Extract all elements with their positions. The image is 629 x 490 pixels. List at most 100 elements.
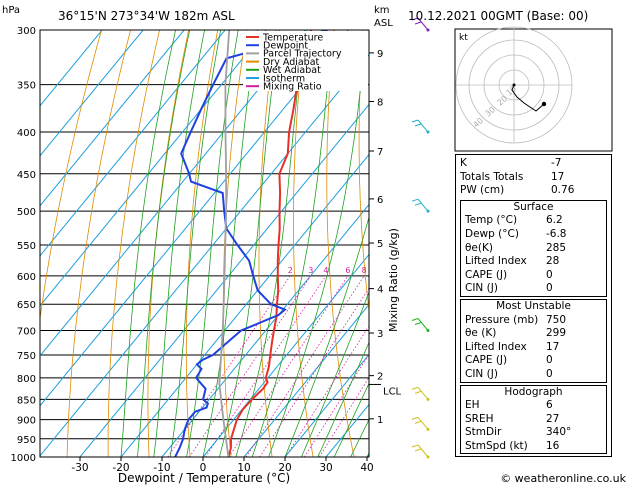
index-label: CAPE (J) <box>465 269 507 283</box>
index-value: 299 <box>546 327 602 341</box>
wind-barb-flag <box>412 319 418 321</box>
dry-adiabat-line <box>148 30 189 457</box>
index-row: PW (cm)0.76 <box>456 184 611 198</box>
hodograph-frame <box>455 29 612 151</box>
pressure-tick-label: 750 <box>17 351 36 362</box>
wet-adiabat-line <box>236 30 305 457</box>
datetime-title: 10.12.2021 00GMT (Base: 00) <box>408 9 588 23</box>
pressure-tick-label: 950 <box>17 435 36 446</box>
index-label: Totals Totals <box>460 171 523 185</box>
mixing-ratio-axis-label: Mixing Ratio (g/kg) <box>387 228 400 332</box>
asl-label: ASL <box>374 18 393 29</box>
index-value: -7 <box>551 157 607 171</box>
dry-adiabat-line <box>108 30 160 457</box>
wind-barbs <box>412 18 430 459</box>
index-label: θe(K) <box>465 242 493 256</box>
series-line-dewpoint <box>175 30 328 457</box>
index-row: CIN (J)0 <box>461 368 606 382</box>
pressure-tick-label: 700 <box>17 327 36 338</box>
mixing-ratio-line <box>304 276 419 457</box>
x-axis-label: Dewpoint / Temperature (°C) <box>118 471 290 485</box>
pressure-tick-label: 350 <box>17 81 36 92</box>
index-value: 340° <box>546 426 602 440</box>
mixing-ratio-label: 4 <box>323 266 328 275</box>
pressure-tick-label: 450 <box>17 170 36 181</box>
index-row: Lifted Index 17 <box>461 341 606 355</box>
surface-title: Surface <box>461 201 606 215</box>
wind-barb-icon <box>418 319 428 331</box>
dry-adiabat-line <box>223 30 247 457</box>
wind-barb-flag <box>415 124 421 126</box>
pressure-tick-label: 800 <box>17 374 36 385</box>
isotherm-line <box>0 30 307 457</box>
km-tick-label: 6 <box>377 195 383 206</box>
index-value: 0 <box>546 269 602 283</box>
wind-barb-point <box>427 398 430 401</box>
index-label: EH <box>465 399 480 413</box>
index-row: Totals Totals 17 <box>456 171 611 185</box>
index-label: θe (K) <box>465 327 496 341</box>
wind-barb-flag <box>412 417 418 419</box>
km-tick-label: 5 <box>377 239 383 250</box>
index-value: 17 <box>546 341 602 355</box>
legend-entry: Mixing Ratio <box>263 82 322 93</box>
hodograph-unit-label: kt <box>459 33 468 43</box>
mixing-ratio-line <box>190 276 311 457</box>
index-row: θe(K) 285 <box>461 242 606 256</box>
index-row: CIN (J)0 <box>461 282 606 296</box>
index-row: Temp (°C) 6.2 <box>461 214 606 228</box>
index-label: Dewp (°C) <box>465 228 519 242</box>
index-value: 16 <box>546 440 602 454</box>
hodograph-title: Hodograph <box>461 386 606 400</box>
index-value: 285 <box>546 242 602 256</box>
pressure-tick-label: 850 <box>17 395 36 406</box>
wet-adiabat-line <box>187 30 239 457</box>
mixing-ratio-label: 8 <box>362 266 367 275</box>
wind-barb-flag <box>415 449 421 451</box>
dry-adiabat-line <box>327 30 354 457</box>
index-label: Temp (°C) <box>465 214 517 228</box>
wind-barb-point <box>427 210 430 213</box>
index-label: PW (cm) <box>460 184 504 198</box>
index-value: 750 <box>546 314 602 328</box>
index-value: 28 <box>546 255 602 269</box>
pressure-tick-label: 600 <box>17 272 36 283</box>
index-row: θe (K) 299 <box>461 327 606 341</box>
index-value: 0 <box>546 354 602 368</box>
wind-barb-flag <box>412 120 418 122</box>
index-label: Lifted Index <box>465 341 527 355</box>
index-value: 27 <box>546 413 602 427</box>
km-tick-label: 4 <box>377 285 383 296</box>
index-value: 17 <box>551 171 607 185</box>
index-value: 6.2 <box>546 214 602 228</box>
mixing-ratio-label: 20 <box>414 266 424 275</box>
mixing-ratio-label: 25 <box>428 266 438 275</box>
km-tick-label: 1 <box>377 415 383 426</box>
index-label: StmSpd (kt) <box>465 440 528 454</box>
mixing-ratio-line <box>246 276 364 457</box>
index-value: 0 <box>546 282 602 296</box>
index-label: Lifted Index <box>465 255 527 269</box>
hpa-label: hPa <box>2 5 20 16</box>
dry-adiabat-line <box>259 30 276 457</box>
wind-barb-flag <box>415 323 421 325</box>
index-row: K -7 <box>456 157 611 171</box>
index-label: K <box>460 157 467 171</box>
index-label: Pressure (mb) <box>465 314 538 328</box>
wind-barb-flag <box>415 391 421 393</box>
index-value: 0 <box>546 368 602 382</box>
temp-tick-label: -30 <box>71 462 88 474</box>
km-tick-label: 3 <box>377 329 383 340</box>
temp-tick-label: 40 <box>360 462 373 474</box>
km-tick-label: 9 <box>377 49 383 60</box>
wind-barb-flag <box>412 387 418 389</box>
